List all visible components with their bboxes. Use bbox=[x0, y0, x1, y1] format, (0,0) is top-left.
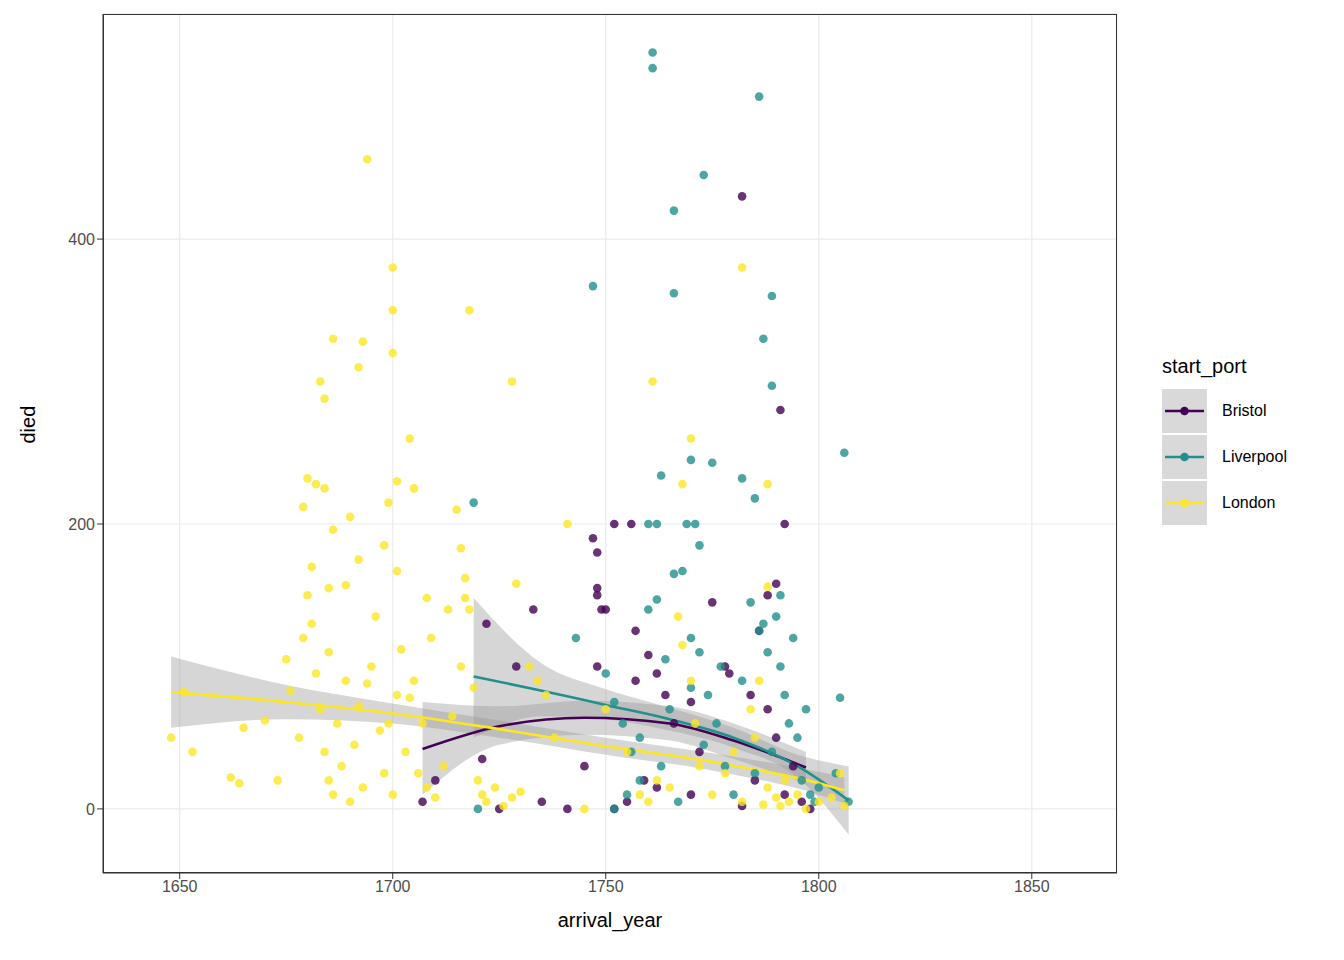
svg-text:1800: 1800 bbox=[801, 878, 837, 895]
svg-text:1700: 1700 bbox=[375, 878, 411, 895]
svg-text:400: 400 bbox=[68, 231, 95, 248]
svg-text:0: 0 bbox=[86, 801, 95, 818]
html-text:London: London bbox=[1222, 494, 1276, 511]
svg-text:200: 200 bbox=[68, 516, 95, 533]
svg-text:1850: 1850 bbox=[1014, 878, 1050, 895]
html-text:Bristol: Bristol bbox=[1222, 402, 1267, 419]
svg-text:died: died bbox=[17, 406, 39, 444]
svg-text:arrival_year: arrival_year bbox=[558, 909, 663, 932]
html-text:Liverpool: Liverpool bbox=[1222, 448, 1287, 465]
svg-text:1650: 1650 bbox=[162, 878, 198, 895]
svg-text:1750: 1750 bbox=[588, 878, 624, 895]
html-text:start_port: start_port bbox=[1162, 355, 1247, 377]
